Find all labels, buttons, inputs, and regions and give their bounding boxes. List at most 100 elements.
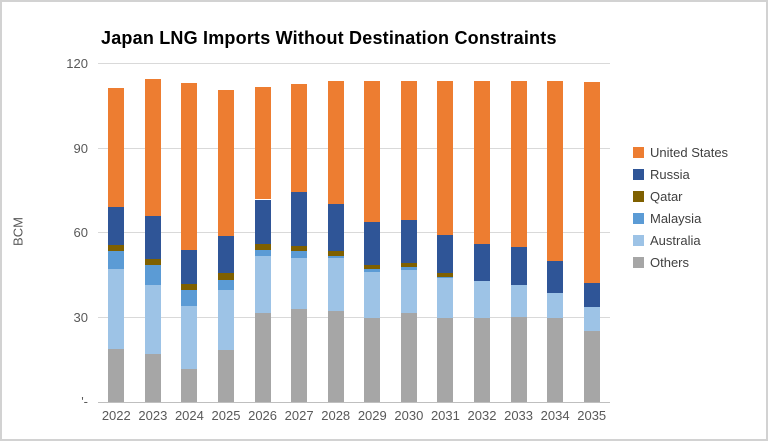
- legend-item-qatar: Qatar: [633, 185, 728, 207]
- bar-segment-others-2025: [218, 349, 234, 402]
- bar-segment-australia-2023: [144, 284, 161, 355]
- x-tick-2033: 2033: [504, 408, 534, 423]
- bar-segment-qatar-2031: [437, 273, 454, 277]
- bar-segment-others-2023: [144, 354, 161, 402]
- bar-segment-russia-2032: [474, 244, 490, 281]
- bar-segment-others-2034: [547, 317, 564, 402]
- bar-segment-russia-2023: [144, 216, 161, 259]
- bar-segment-malaysia-2028: [327, 255, 344, 259]
- legend-swatch-australia: [633, 234, 644, 246]
- legend-item-australia: Australia: [633, 229, 728, 251]
- bar-segment-australia-2033: [510, 284, 527, 317]
- bar-segment-qatar-2023: [144, 258, 161, 266]
- bar-segment-qatar-2027: [291, 245, 308, 252]
- bar-segment-united-states-2027: [291, 84, 308, 192]
- legend-label-united-states: United States: [650, 144, 729, 160]
- x-tick-2029: 2029: [357, 408, 387, 423]
- bar-segment-australia-2026: [254, 256, 271, 313]
- bar-segment-others-2027: [291, 308, 308, 402]
- x-axis-line: [98, 402, 610, 403]
- bar-segment-australia-2030: [400, 269, 417, 314]
- legend-label-malaysia: Malaysia: [650, 210, 702, 226]
- legend-swatch-russia: [633, 168, 644, 180]
- bar-segment-australia-2034: [547, 293, 564, 318]
- y-tick-120: 120: [66, 56, 88, 71]
- bar-segment-malaysia-2030: [400, 266, 417, 270]
- x-tick-2028: 2028: [321, 408, 351, 423]
- x-tick-2023: 2023: [138, 408, 168, 423]
- bar-segment-united-states-2030: [400, 81, 417, 220]
- bar-segment-united-states-2025: [218, 90, 234, 237]
- x-tick-2035: 2035: [577, 408, 607, 423]
- x-tick-2025: 2025: [211, 408, 241, 423]
- bar-segment-united-states-2032: [474, 81, 490, 244]
- bar-segment-qatar-2030: [400, 262, 417, 267]
- bar-segment-australia-2035: [583, 306, 600, 332]
- bar-segment-others-2022: [108, 349, 125, 402]
- bar-segment-malaysia-2022: [108, 250, 125, 269]
- x-tick-2034: 2034: [540, 408, 570, 423]
- bar-segment-others-2026: [254, 312, 271, 402]
- bar-segment-united-states-2031: [437, 81, 454, 235]
- bar-segment-united-states-2029: [364, 81, 381, 223]
- bar-segment-russia-2025: [218, 236, 234, 274]
- x-tick-2022: 2022: [101, 408, 131, 423]
- x-tick-2031: 2031: [430, 408, 460, 423]
- x-tick-2026: 2026: [248, 408, 278, 423]
- bar-segment-qatar-2025: [218, 273, 234, 280]
- plot-area: [98, 63, 610, 403]
- bar-segment-others-2030: [400, 313, 417, 402]
- x-tick-2024: 2024: [174, 408, 204, 423]
- bar-segment-united-states-2035: [583, 82, 600, 284]
- bar-segment-others-2032: [474, 317, 490, 402]
- legend-item-russia: Russia: [633, 163, 728, 185]
- bar-segment-russia-2027: [291, 191, 308, 246]
- bar-segment-russia-2024: [181, 249, 198, 285]
- bar-segment-qatar-2024: [181, 284, 198, 290]
- bar-segment-australia-2031: [437, 278, 454, 319]
- bar-segment-russia-2035: [583, 283, 600, 307]
- bar-segment-russia-2022: [108, 207, 125, 245]
- bar-segment-australia-2025: [218, 289, 234, 350]
- bar-segment-others-2024: [181, 369, 198, 402]
- bar-segment-malaysia-2029: [364, 268, 381, 272]
- bar-segment-russia-2026: [254, 199, 271, 244]
- bar-segment-qatar-2029: [364, 265, 381, 269]
- chart-title: Japan LNG Imports Without Destination Co…: [101, 28, 557, 48]
- bar-segment-australia-2029: [364, 271, 381, 319]
- legend-swatch-qatar: [633, 190, 644, 202]
- bar-segment-australia-2022: [108, 268, 125, 350]
- bar-segment-united-states-2023: [144, 79, 161, 217]
- bar-segment-others-2035: [583, 331, 600, 402]
- bar-segment-russia-2029: [364, 222, 381, 266]
- bar-segment-malaysia-2023: [144, 265, 161, 285]
- bar-segment-others-2028: [327, 311, 344, 402]
- bar-segment-russia-2028: [327, 204, 344, 252]
- legend-label-others: Others: [650, 254, 690, 270]
- legend-label-australia: Australia: [650, 232, 701, 248]
- bar-segment-russia-2034: [547, 260, 564, 294]
- bar-segment-australia-2024: [181, 305, 198, 370]
- bar-segment-united-states-2033: [510, 81, 527, 247]
- x-tick-2030: 2030: [394, 408, 424, 423]
- bar-segment-malaysia-2024: [181, 289, 198, 306]
- bar-segment-qatar-2026: [254, 244, 271, 250]
- bar-segment-australia-2027: [291, 258, 308, 309]
- y-tick-60: 60: [73, 225, 88, 240]
- gridline-60: [98, 232, 610, 233]
- bar-segment-russia-2031: [437, 234, 454, 274]
- x-tick-2027: 2027: [284, 408, 314, 423]
- bar-segment-qatar-2028: [327, 251, 344, 256]
- bar-segment-malaysia-2031: [437, 276, 454, 279]
- bar-segment-others-2029: [364, 318, 381, 402]
- bar-segment-australia-2028: [327, 258, 344, 312]
- x-tick-2032: 2032: [467, 408, 497, 423]
- legend: United States Russia Qatar Malaysia Australi…: [633, 141, 728, 273]
- y-tick-30: 30: [73, 309, 88, 325]
- y-tick--: '-: [81, 394, 88, 409]
- bar-segment-malaysia-2026: [254, 249, 271, 257]
- legend-swatch-united-states: [633, 146, 644, 158]
- bar-segment-australia-2032: [474, 280, 490, 318]
- bar-segment-united-states-2034: [547, 81, 564, 261]
